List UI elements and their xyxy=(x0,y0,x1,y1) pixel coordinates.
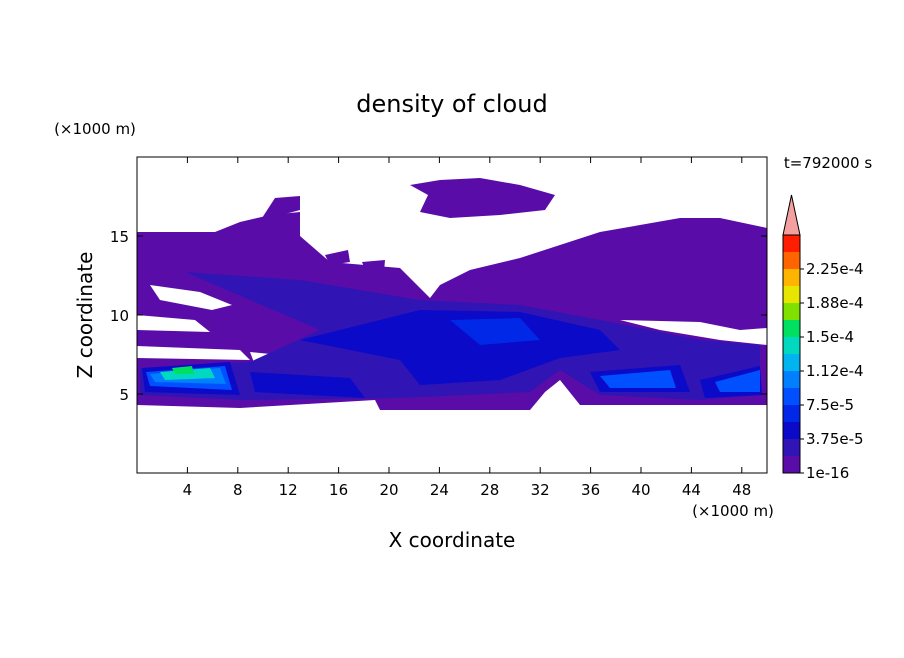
x-tick-label: 8 xyxy=(233,481,243,499)
colorbar-band xyxy=(783,320,800,337)
x-unit: (×1000 m) xyxy=(692,502,774,520)
colorbar-label: 2.25e-4 xyxy=(806,260,864,278)
x-tick-label: 40 xyxy=(631,481,650,499)
colorbar-band xyxy=(783,286,800,303)
y-axis-title: Z coordinate xyxy=(73,252,97,379)
cloud-region xyxy=(362,260,385,272)
colorbar-band xyxy=(783,439,800,456)
y-tick-label: 5 xyxy=(119,386,129,404)
chart-title: density of cloud xyxy=(356,90,547,118)
colorbar-band xyxy=(783,354,800,371)
gap xyxy=(137,315,210,332)
colorbar-label: 1e-16 xyxy=(806,464,849,482)
cloud-region xyxy=(172,366,194,374)
colorbar-extend xyxy=(782,194,801,236)
colorbar-band xyxy=(783,422,800,439)
y-unit: (×1000 m) xyxy=(54,120,136,138)
colorbar-band xyxy=(783,456,800,473)
colorbar-band xyxy=(783,252,800,269)
x-tick-label: 20 xyxy=(379,481,398,499)
cloud-region xyxy=(250,372,365,398)
x-tick-label: 12 xyxy=(279,481,298,499)
colorbar-frame xyxy=(782,234,801,474)
colorbar-label: 1.5e-4 xyxy=(806,328,854,346)
gap xyxy=(620,320,767,345)
gap xyxy=(150,285,232,310)
colorbar-band xyxy=(783,303,800,320)
cloud-region xyxy=(325,250,350,265)
cloud-region xyxy=(450,318,540,345)
colorbar-band xyxy=(783,388,800,405)
y-tick-label: 15 xyxy=(110,228,129,246)
x-tick-label: 36 xyxy=(581,481,600,499)
colorbar-band xyxy=(783,405,800,422)
colorbar-label: 1.88e-4 xyxy=(806,294,864,312)
x-axis-title: X coordinate xyxy=(389,528,516,552)
x-tick-label: 4 xyxy=(183,481,193,499)
colorbar-label: 7.5e-5 xyxy=(806,396,854,414)
x-tick-label: 28 xyxy=(480,481,499,499)
x-tick-label: 44 xyxy=(682,481,701,499)
contour-field xyxy=(137,178,767,410)
gap xyxy=(137,346,250,360)
colorbar-band xyxy=(783,371,800,388)
cloud-region xyxy=(262,196,300,218)
x-tick-label: 32 xyxy=(531,481,550,499)
cloud-region xyxy=(600,370,676,388)
cloud-region xyxy=(410,178,555,218)
colorbar-band xyxy=(783,235,800,252)
colorbar-label: 3.75e-5 xyxy=(806,430,864,448)
y-tick-label: 10 xyxy=(110,307,129,325)
x-tick-label: 16 xyxy=(329,481,348,499)
colorbar-band xyxy=(783,269,800,286)
cloud-region xyxy=(715,370,760,392)
x-tick-label: 48 xyxy=(732,481,751,499)
annotation: t=792000 s xyxy=(784,154,872,172)
cloud-region xyxy=(300,310,620,385)
colorbar-band xyxy=(783,337,800,354)
x-tick-label: 24 xyxy=(430,481,449,499)
colorbar-label: 1.12e-4 xyxy=(806,362,864,380)
